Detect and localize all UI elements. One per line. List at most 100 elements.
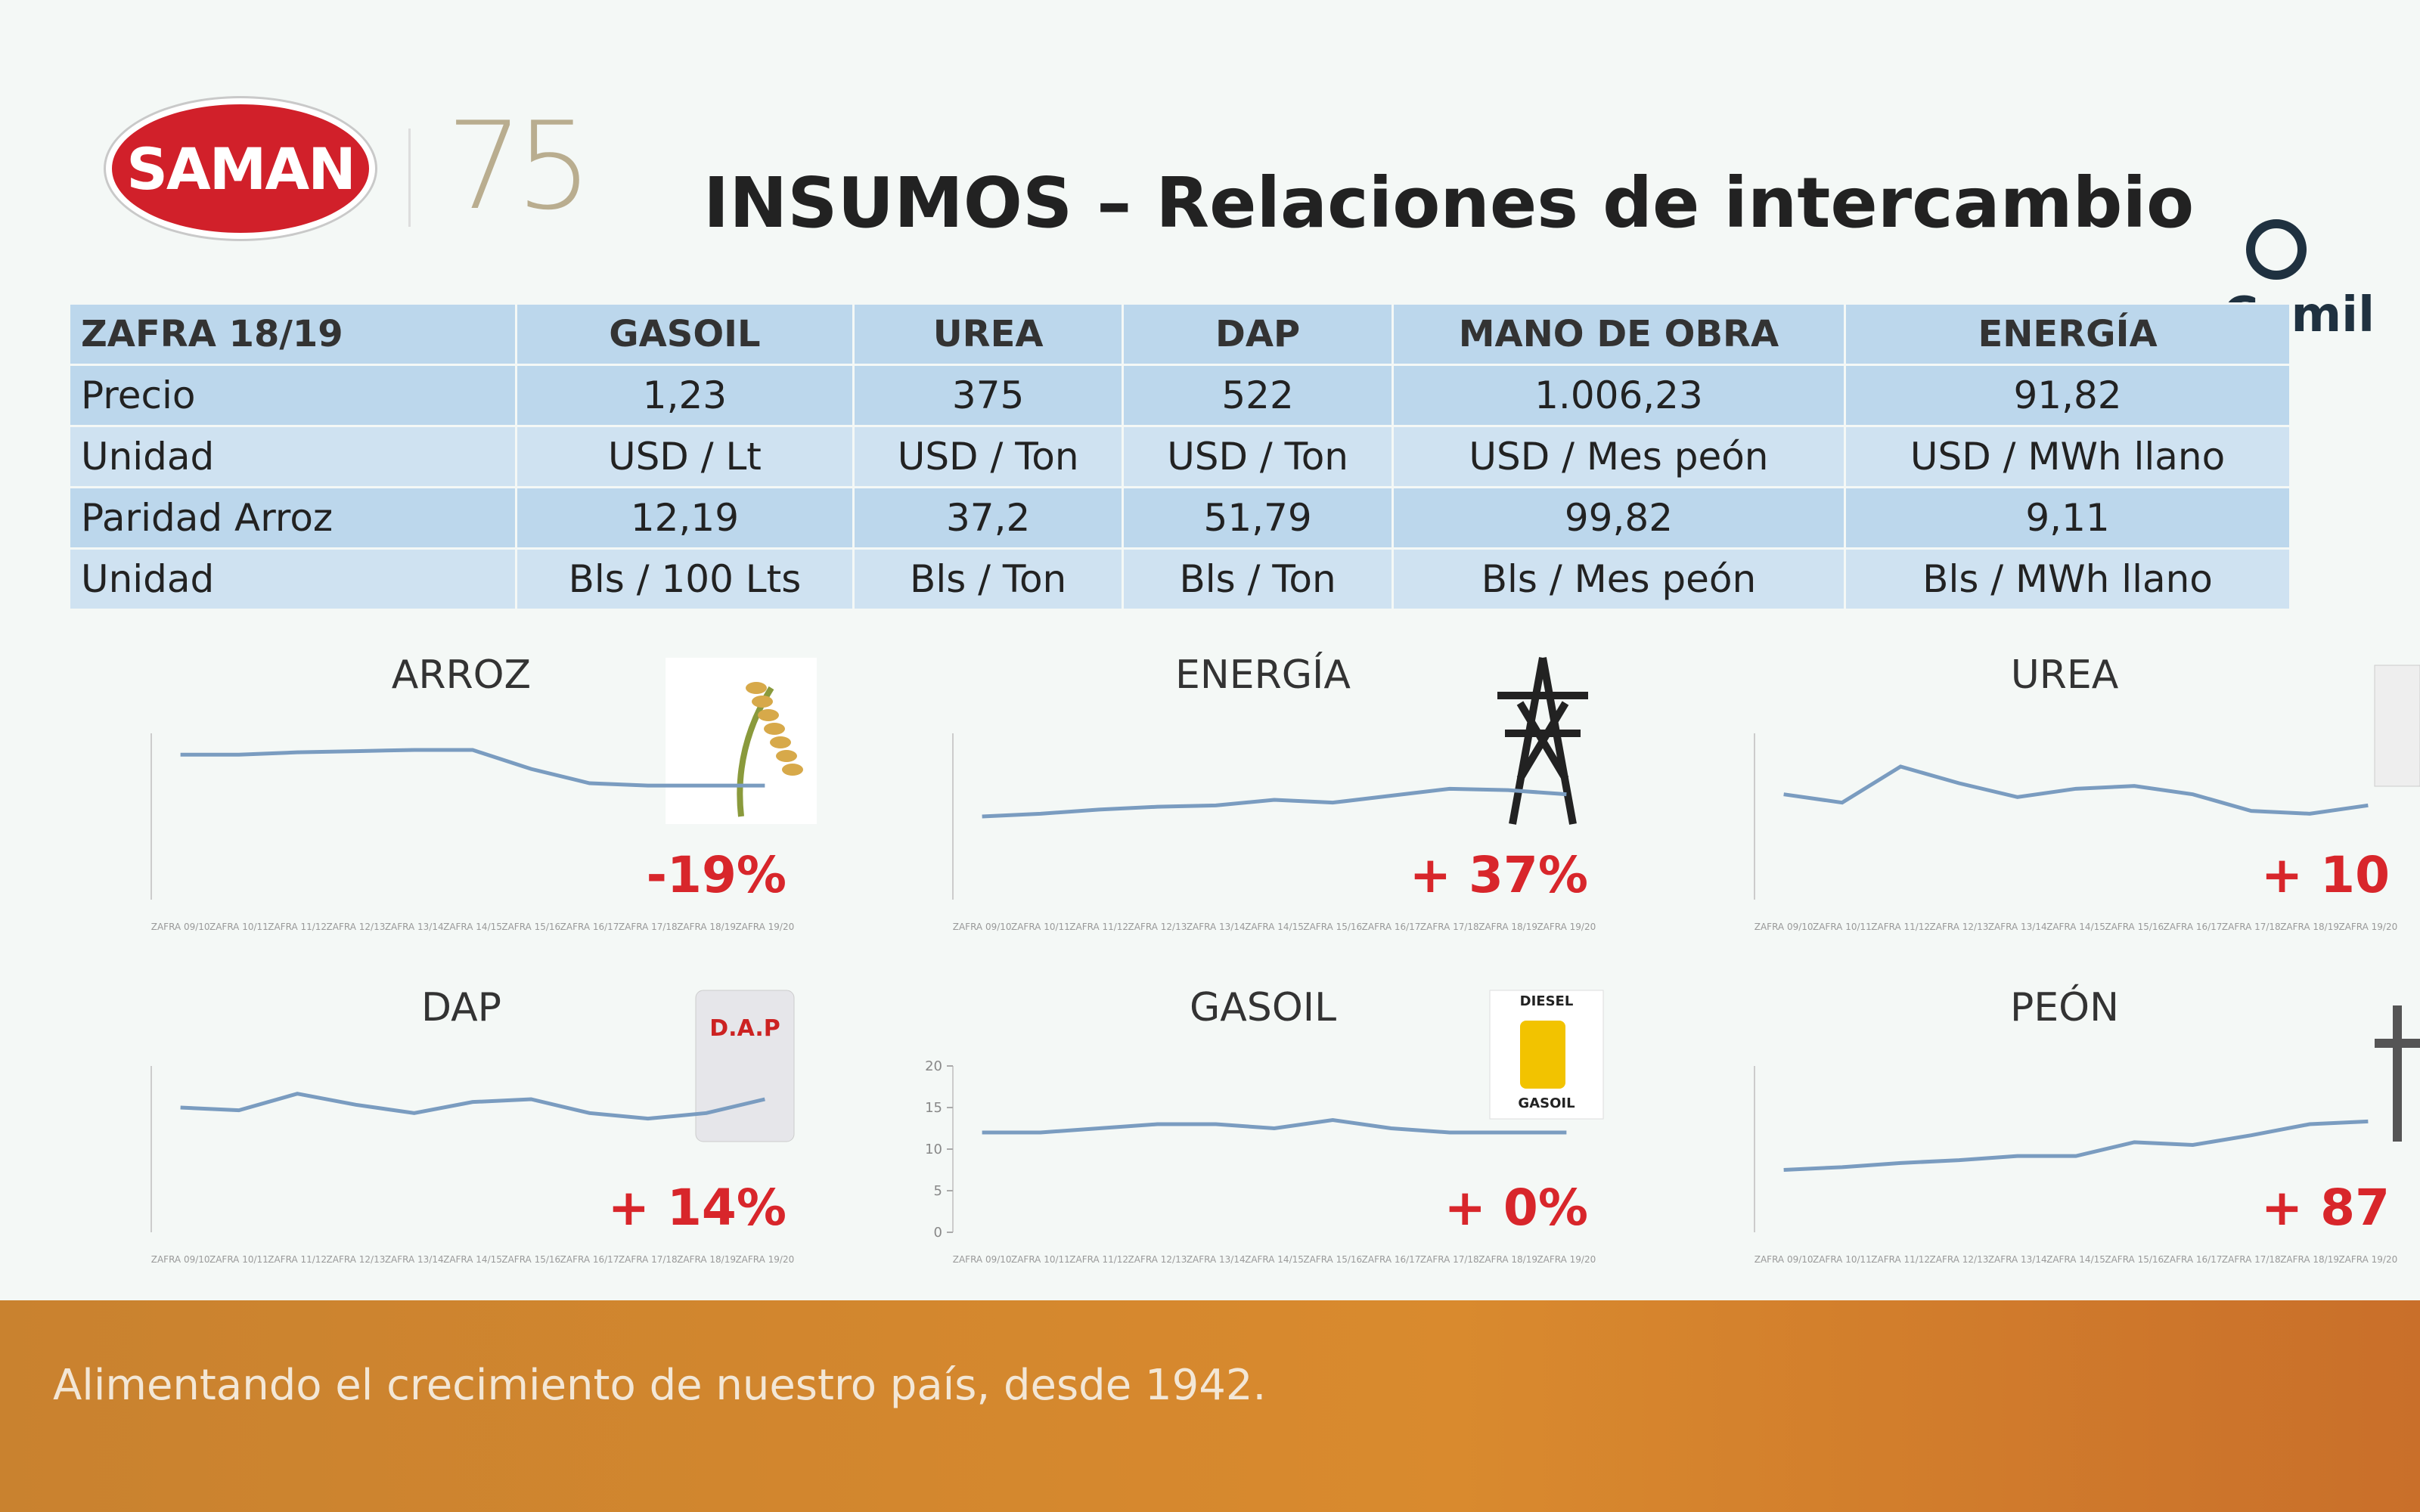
row-label: Unidad bbox=[68, 547, 517, 611]
mini-chart: ENERGÍA ZAFRA 09/10 ZAFRA 10/11 ZAFRA 11/12… bbox=[952, 652, 1596, 932]
x-tick-label: ZAFRA 09/10 bbox=[151, 1254, 210, 1265]
x-tick-label: ZAFRA 11/12 bbox=[1871, 922, 1930, 932]
x-tick-label: ZAFRA 09/10 bbox=[953, 1254, 1012, 1265]
y-tick-label: 20 bbox=[925, 1058, 942, 1074]
bag bbox=[2374, 665, 2420, 787]
line bbox=[180, 748, 765, 788]
x-tick-label: ZAFRA 17/18 bbox=[619, 922, 678, 932]
x-tick-label: ZAFRA 18/19 bbox=[677, 1254, 736, 1265]
cell: 1.006,23 bbox=[1391, 364, 1847, 427]
x-tick-label: ZAFRA 19/20 bbox=[2338, 1254, 2397, 1265]
x-tick-label: ZAFRA 11/12 bbox=[1069, 922, 1128, 932]
x-tick-label: ZAFRA 15/16 bbox=[2105, 922, 2164, 932]
rice-grain bbox=[758, 709, 779, 721]
cell: 37,2 bbox=[852, 486, 1125, 550]
x-tick-label: ZAFRA 16/17 bbox=[2164, 922, 2223, 932]
footer: Alimentando el crecimiento de nuestro pa… bbox=[0, 1300, 2420, 1512]
header-cell: ENERGÍA bbox=[1844, 302, 2291, 366]
header-cell: GASOIL bbox=[515, 302, 855, 366]
icon-text: GASOIL bbox=[1518, 1095, 1575, 1111]
x-tick-label: ZAFRA 09/10 bbox=[953, 922, 1012, 932]
x-tick-label: ZAFRA 15/16 bbox=[1303, 922, 1362, 932]
x-tick-label: ZAFRA 09/10 bbox=[151, 922, 210, 932]
anniversary: 75 bbox=[446, 95, 593, 237]
x-tick-label: ZAFRA 15/16 bbox=[501, 922, 560, 932]
cell: 91,82 bbox=[1844, 364, 2291, 427]
row-label: Precio bbox=[68, 364, 517, 427]
x-tick-label: ZAFRA 12/13 bbox=[327, 922, 386, 932]
x-tick-label: ZAFRA 10/11 bbox=[1011, 922, 1070, 932]
cell: 522 bbox=[1122, 364, 1394, 427]
x-tick-label: ZAFRA 12/13 bbox=[1128, 922, 1187, 932]
x-tick-label: ZAFRA 14/15 bbox=[443, 1254, 502, 1265]
x-tick-label: ZAFRA 16/17 bbox=[1362, 1254, 1421, 1265]
cell: 1,23 bbox=[515, 364, 855, 427]
x-tick-label: ZAFRA 17/18 bbox=[1420, 1254, 1479, 1265]
title: INSUMOS – Relaciones de intercambio bbox=[703, 163, 2195, 243]
x-tick-label: ZAFRA 13/14 bbox=[385, 1254, 444, 1265]
change-label: + 14% bbox=[608, 1179, 786, 1237]
x-tick-label: ZAFRA 16/17 bbox=[560, 1254, 619, 1265]
cell: 99,82 bbox=[1391, 486, 1847, 550]
x-tick-label: ZAFRA 17/18 bbox=[1420, 922, 1479, 932]
rice-grain bbox=[752, 696, 773, 708]
logo: SAMAN bbox=[106, 98, 375, 239]
pump bbox=[1520, 1021, 1565, 1089]
separator bbox=[408, 129, 411, 227]
rice-grain bbox=[782, 764, 803, 776]
cell: Bls / 100 Lts bbox=[515, 547, 855, 611]
table-row: Unidad Bls / 100 Lts Bls / Ton Bls / Ton Bls… bbox=[68, 547, 2291, 611]
row-label: Unidad bbox=[68, 425, 517, 488]
chart-title: GASOIL bbox=[1190, 985, 1336, 1030]
x-tick-label: ZAFRA 16/17 bbox=[1362, 922, 1421, 932]
cell: Bls / Ton bbox=[852, 547, 1125, 611]
line bbox=[180, 1092, 765, 1121]
row-label: Paridad Arroz bbox=[68, 486, 517, 550]
chart-title: DAP bbox=[421, 985, 501, 1030]
x-tick-label: ZAFRA 14/15 bbox=[1245, 922, 1304, 932]
x-tick-label: ZAFRA 15/16 bbox=[501, 1254, 560, 1265]
chart-title: ARROZ bbox=[392, 652, 531, 698]
x-tick-label: ZAFRA 18/19 bbox=[1478, 922, 1537, 932]
cell: Bls / Ton bbox=[1122, 547, 1394, 611]
chart-title: UREA bbox=[2011, 652, 2119, 698]
x-tick-label: ZAFRA 10/11 bbox=[1813, 1254, 1872, 1265]
change-label: + 10 bbox=[2261, 846, 2390, 904]
x-tick-label: ZAFRA 18/19 bbox=[2280, 922, 2339, 932]
y-tick-label: 5 bbox=[934, 1183, 942, 1199]
x-tick-label: ZAFRA 13/14 bbox=[1988, 1254, 2047, 1265]
icon-text: DIESEL bbox=[1520, 993, 1574, 1009]
x-tick-label: ZAFRA 10/11 bbox=[209, 1254, 268, 1265]
x-tick-label: ZAFRA 18/19 bbox=[1478, 1254, 1537, 1265]
line bbox=[1783, 1119, 2369, 1172]
rice-grain bbox=[746, 682, 767, 694]
tower bbox=[1497, 657, 1588, 825]
x-tick-label: ZAFRA 19/20 bbox=[2338, 922, 2397, 932]
cell: Bls / Mes peón bbox=[1391, 547, 1847, 611]
y-tick-label: 15 bbox=[925, 1100, 942, 1116]
x-tick-label: ZAFRA 11/12 bbox=[1069, 1254, 1128, 1265]
x-tick-label: ZAFRA 13/14 bbox=[1988, 922, 2047, 932]
cell: 51,79 bbox=[1122, 486, 1394, 550]
cell: USD / Ton bbox=[852, 425, 1125, 488]
change-label: + 37% bbox=[1410, 846, 1588, 904]
cell: USD / Mes peón bbox=[1391, 425, 1847, 488]
x-tick-label: ZAFRA 14/15 bbox=[2046, 1254, 2105, 1265]
rice-grain bbox=[776, 750, 797, 762]
x-tick-label: ZAFRA 10/11 bbox=[1011, 1254, 1070, 1265]
x-tick-label: ZAFRA 10/11 bbox=[209, 922, 268, 932]
x-tick-label: ZAFRA 15/16 bbox=[2105, 1254, 2164, 1265]
change-label: + 0% bbox=[1444, 1179, 1588, 1237]
x-tick-label: ZAFRA 19/20 bbox=[1537, 922, 1596, 932]
change-label: -19% bbox=[647, 846, 786, 904]
rice-grain bbox=[770, 736, 791, 748]
cell: USD / Lt bbox=[515, 425, 855, 488]
header-cell: DAP bbox=[1122, 302, 1394, 366]
table-row: Unidad USD / Lt USD / Ton USD / Ton USD / Me… bbox=[68, 425, 2291, 488]
y-tick-label: 10 bbox=[925, 1142, 942, 1157]
x-tick-label: ZAFRA 14/15 bbox=[2046, 922, 2105, 932]
x-tick-label: ZAFRA 18/19 bbox=[677, 922, 736, 932]
